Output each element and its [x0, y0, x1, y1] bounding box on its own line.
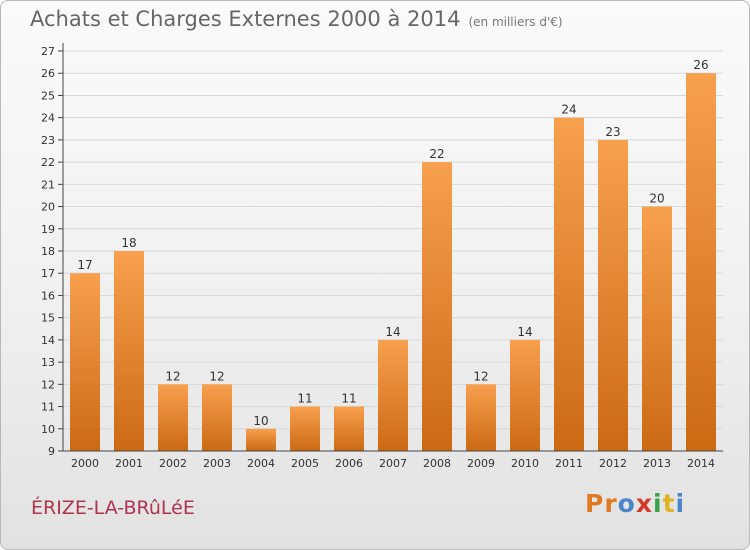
- value-label: 11: [341, 392, 356, 406]
- bar-2010: [510, 339, 540, 451]
- value-label: 12: [165, 369, 180, 383]
- y-tick-label: 15: [41, 312, 55, 325]
- x-tick-label: 2006: [335, 457, 363, 470]
- value-label: 24: [561, 103, 576, 117]
- bar-2013: [642, 206, 672, 451]
- bar-2007: [378, 339, 408, 451]
- y-tick-label: 26: [41, 67, 55, 80]
- bar-2005: [290, 406, 320, 451]
- y-tick-label: 11: [41, 401, 55, 414]
- logo-letter: i: [653, 489, 663, 518]
- x-tick-label: 2002: [159, 457, 187, 470]
- x-tick-label: 2012: [599, 457, 627, 470]
- y-tick-labels: 9 10 11 12 13 14 15 16 17 18 19 20 21 22 23 24 25 26 27: [41, 45, 55, 458]
- value-label: 11: [297, 392, 312, 406]
- y-tick-label: 27: [41, 45, 55, 58]
- value-label: 14: [385, 325, 400, 339]
- bar-2012: [598, 139, 628, 451]
- value-label: 14: [517, 325, 532, 339]
- value-label: 10: [253, 414, 268, 428]
- value-label: 17: [77, 258, 92, 272]
- x-tick-label: 2004: [247, 457, 275, 470]
- value-label: 18: [121, 236, 136, 250]
- x-tick-label: 2000: [71, 457, 99, 470]
- commune-name: ÉRIZE-LA-BRûLéE: [31, 497, 195, 519]
- axes: [62, 43, 723, 452]
- x-tick-label: 2001: [115, 457, 143, 470]
- bar-2003: [202, 384, 232, 451]
- logo-letter: P: [585, 489, 605, 518]
- logo-letter: r: [604, 489, 618, 518]
- y-tick-label: 23: [41, 134, 55, 147]
- proxiti-logo[interactable]: Proxiti: [585, 489, 685, 518]
- y-tick-label: 17: [41, 267, 55, 280]
- logo-letter: x: [635, 489, 653, 518]
- bar-2014: [686, 73, 716, 451]
- value-label: 26: [693, 58, 708, 72]
- y-tick-label: 9: [48, 445, 55, 458]
- logo-letter: t: [662, 489, 676, 518]
- bar-2004: [246, 428, 276, 451]
- y-tick-label: 19: [41, 223, 55, 236]
- x-tick-label: 2011: [555, 457, 583, 470]
- chart-unit: (en milliers d'€): [468, 15, 563, 29]
- y-tick-label: 25: [41, 89, 55, 102]
- x-tick-label: 2007: [379, 457, 407, 470]
- value-labels: 17 18 12 12 10 11 11 14 22 12 14 24 23 20 26: [77, 58, 708, 428]
- bar-2000: [70, 273, 100, 451]
- value-label: 22: [429, 147, 444, 161]
- bar-2009: [466, 384, 496, 451]
- x-tick-label: 2013: [643, 457, 671, 470]
- x-tick-label: 2014: [687, 457, 715, 470]
- y-tick-label: 21: [41, 178, 55, 191]
- x-tick-label: 2003: [203, 457, 231, 470]
- y-tick-label: 12: [41, 378, 55, 391]
- y-tick-label: 20: [41, 201, 55, 214]
- x-tick-labels: 2000 2001 2002 2003 2004 2005 2006 2007 2008 2009…: [71, 457, 715, 470]
- y-tick-label: 10: [41, 423, 55, 436]
- chart-title: Achats et Charges Externes 2000 à 2014 (e…: [30, 7, 563, 31]
- value-label: 20: [649, 192, 664, 206]
- x-tick-label: 2009: [467, 457, 495, 470]
- logo-letter: i: [675, 489, 686, 518]
- x-tick-label: 2008: [423, 457, 451, 470]
- bar-2006: [334, 406, 364, 451]
- x-tick-label: 2005: [291, 457, 319, 470]
- logo-letter: o: [617, 489, 636, 518]
- chart-title-text: Achats et Charges Externes 2000 à 2014: [30, 7, 461, 31]
- x-tick-label: 2010: [511, 457, 539, 470]
- bar-2011: [554, 117, 584, 452]
- y-tick-label: 24: [41, 112, 55, 125]
- y-tick-label: 18: [41, 245, 55, 258]
- bar-2002: [158, 384, 188, 451]
- bars: [70, 73, 716, 452]
- y-tick-label: 13: [41, 356, 55, 369]
- value-label: 12: [209, 369, 224, 383]
- bar-2001: [114, 251, 144, 451]
- bar-2008: [422, 162, 452, 451]
- y-tick-label: 14: [41, 334, 55, 347]
- y-tick-label: 16: [41, 289, 55, 302]
- value-label: 23: [605, 125, 620, 139]
- value-label: 12: [473, 369, 488, 383]
- y-tick-label: 22: [41, 156, 55, 169]
